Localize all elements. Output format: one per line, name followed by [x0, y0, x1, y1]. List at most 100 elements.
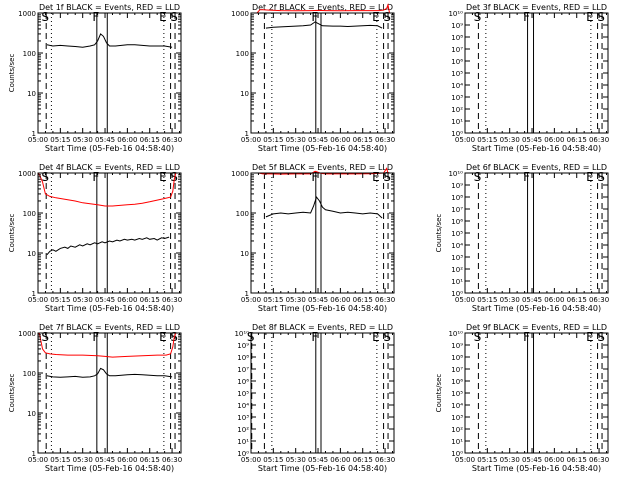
y-tick-label: 1 [32, 450, 36, 458]
y-tick-label: 10⁹ [451, 22, 463, 30]
y-tick-label: 10⁷ [451, 366, 463, 374]
y-tick-label: 10³ [451, 414, 463, 422]
y-tick-label: 10⁷ [237, 366, 249, 374]
x-tick-label: 06:30 [162, 296, 182, 304]
marker-label-s: S [597, 170, 605, 184]
axes-frame [464, 12, 609, 134]
y-tick-label: 10⁸ [237, 354, 249, 362]
x-tick-label: 05:30 [73, 456, 93, 464]
x-tick-label: 06:15 [140, 136, 160, 144]
x-tick-label: 06:00 [544, 456, 564, 464]
marker-label-s: S [597, 10, 605, 24]
marker-label-f: F [523, 10, 530, 24]
x-axis-title: Start Time (05-Feb-16 04:58:40) [45, 304, 174, 313]
axes-frame [37, 172, 182, 294]
y-tick-label: 10⁴ [451, 82, 463, 90]
y-tick-label: 1000 [18, 330, 36, 338]
marker-label-s: S [383, 170, 391, 184]
marker-label-s: S [474, 330, 482, 344]
x-tick-label: 05:45 [308, 456, 328, 464]
y-tick-label: 1000 [231, 170, 249, 178]
x-tick-label: 06:30 [589, 456, 609, 464]
y-tick-label: 10² [451, 266, 463, 274]
x-axis-title: Start Time (05-Feb-16 04:58:40) [472, 464, 601, 473]
x-tick-label: 05:15 [50, 296, 70, 304]
y-tick-label: 10⁹ [451, 182, 463, 190]
marker-label-f: F [523, 330, 530, 344]
y-tick-label: 10⁶ [451, 218, 463, 226]
marker-label-e: E [159, 10, 167, 24]
y-tick-label: 10⁸ [451, 34, 463, 42]
axes-frame [37, 12, 182, 134]
x-axis-title: Start Time (05-Feb-16 04:58:40) [45, 144, 174, 153]
marker-label-f: F [92, 330, 99, 344]
y-tick-label: 10⁵ [237, 390, 249, 398]
x-tick-label: 05:15 [263, 296, 283, 304]
marker-label-f: F [92, 10, 99, 24]
y-tick-label: 10⁰ [451, 290, 463, 298]
y-tick-label: 10 [240, 90, 249, 98]
y-tick-label: 10⁰ [451, 130, 463, 138]
marker-label-s: S [474, 170, 482, 184]
panel-title: Det 3f BLACK = Events, RED = LLD [466, 3, 607, 12]
axes-frame [250, 332, 395, 454]
x-tick-label: 06:00 [117, 456, 137, 464]
y-tick-label: 10⁸ [451, 354, 463, 362]
x-tick-label: 05:45 [95, 296, 115, 304]
y-axis-title: Counts/sec [435, 214, 443, 253]
x-tick-label: 06:15 [140, 456, 160, 464]
marker-label-e: E [159, 330, 167, 344]
y-tick-label: 10¹ [451, 438, 463, 446]
y-tick-label: 1000 [231, 10, 249, 18]
y-tick-label: 10³ [237, 414, 249, 422]
y-tick-label: 100 [236, 50, 249, 58]
x-axis-title: Start Time (05-Feb-16 04:58:40) [472, 144, 601, 153]
y-tick-label: 100 [23, 50, 36, 58]
x-tick-label: 05:30 [500, 136, 520, 144]
x-tick-label: 06:15 [140, 296, 160, 304]
panel-title: Det 2f BLACK = Events, RED = LLD [252, 3, 393, 12]
y-tick-label: 10² [237, 426, 249, 434]
x-tick-label: 06:15 [567, 136, 587, 144]
x-tick-label: 05:30 [73, 136, 93, 144]
x-tick-label: 05:45 [522, 456, 542, 464]
lld-series [37, 172, 178, 207]
x-tick-label: 06:00 [330, 456, 350, 464]
panel-title: Det 8f BLACK = Events, RED = LLD [252, 323, 393, 332]
x-tick-label: 05:15 [263, 456, 283, 464]
x-tick-label: 05:45 [95, 136, 115, 144]
marker-label-e: E [586, 10, 594, 24]
marker-label-e: E [586, 170, 594, 184]
y-tick-label: 100 [23, 210, 36, 218]
y-tick-label: 100 [23, 370, 36, 378]
x-tick-label: 06:30 [589, 136, 609, 144]
lld-series [37, 332, 178, 358]
x-tick-label: 05:45 [522, 296, 542, 304]
y-tick-label: 1 [32, 130, 36, 138]
marker-label-f: F [92, 170, 99, 184]
y-tick-label: 10⁷ [451, 46, 463, 54]
y-tick-label: 10⁰ [451, 450, 463, 458]
events-series [46, 367, 173, 378]
y-tick-label: 10⁵ [451, 230, 463, 238]
marker-label-f: F [311, 10, 318, 24]
y-tick-label: 10¹⁰ [448, 10, 463, 18]
y-tick-label: 10⁴ [451, 402, 463, 410]
y-tick-label: 10⁶ [451, 58, 463, 66]
y-tick-label: 1000 [18, 170, 36, 178]
x-tick-label: 05:30 [286, 456, 306, 464]
x-tick-label: 06:30 [375, 296, 395, 304]
x-tick-label: 05:15 [50, 136, 70, 144]
y-tick-label: 10¹⁰ [234, 330, 249, 338]
x-tick-label: 06:15 [567, 296, 587, 304]
y-tick-label: 1 [245, 290, 249, 298]
marker-label-e: E [372, 330, 380, 344]
y-tick-label: 10¹⁰ [448, 330, 463, 338]
panel-title: Det 7f BLACK = Events, RED = LLD [39, 323, 180, 332]
